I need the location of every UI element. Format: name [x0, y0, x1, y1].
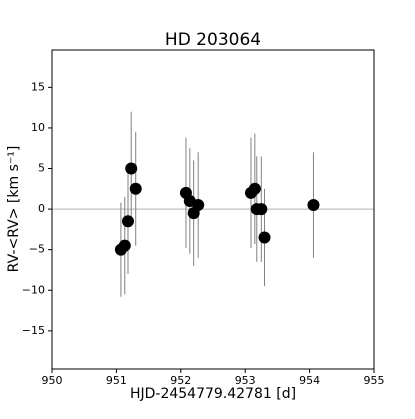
y-tick-label: 15	[31, 80, 45, 93]
y-tick-label: 10	[31, 121, 45, 134]
data-point	[129, 182, 142, 195]
x-axis-label: HJD-2454779.42781 [d]	[130, 386, 296, 402]
x-tick-label: 954	[299, 374, 320, 387]
data-point	[248, 182, 261, 195]
y-axis-label: RV-<RV> [km s⁻¹]	[6, 146, 22, 273]
data-point	[125, 162, 138, 175]
y-tick-label: 5	[38, 162, 45, 175]
data-point	[258, 231, 271, 244]
chart-title: HD 203064	[165, 30, 261, 50]
x-tick-label: 952	[170, 374, 191, 387]
x-tick-label: 953	[235, 374, 256, 387]
data-point	[307, 199, 320, 212]
data-point	[121, 215, 134, 228]
plot-frame	[51, 49, 375, 370]
data-point	[255, 203, 268, 216]
x-tick-label: 950	[42, 374, 63, 387]
y-tick-label: 0	[38, 202, 45, 215]
y-tick-label: −15	[22, 324, 45, 337]
data-point	[118, 239, 131, 252]
y-tick-label: −10	[22, 283, 45, 296]
x-tick-label: 955	[364, 374, 385, 387]
data-point	[192, 199, 205, 212]
x-tick-label: 951	[106, 374, 127, 387]
y-tick-label: −5	[29, 243, 45, 256]
